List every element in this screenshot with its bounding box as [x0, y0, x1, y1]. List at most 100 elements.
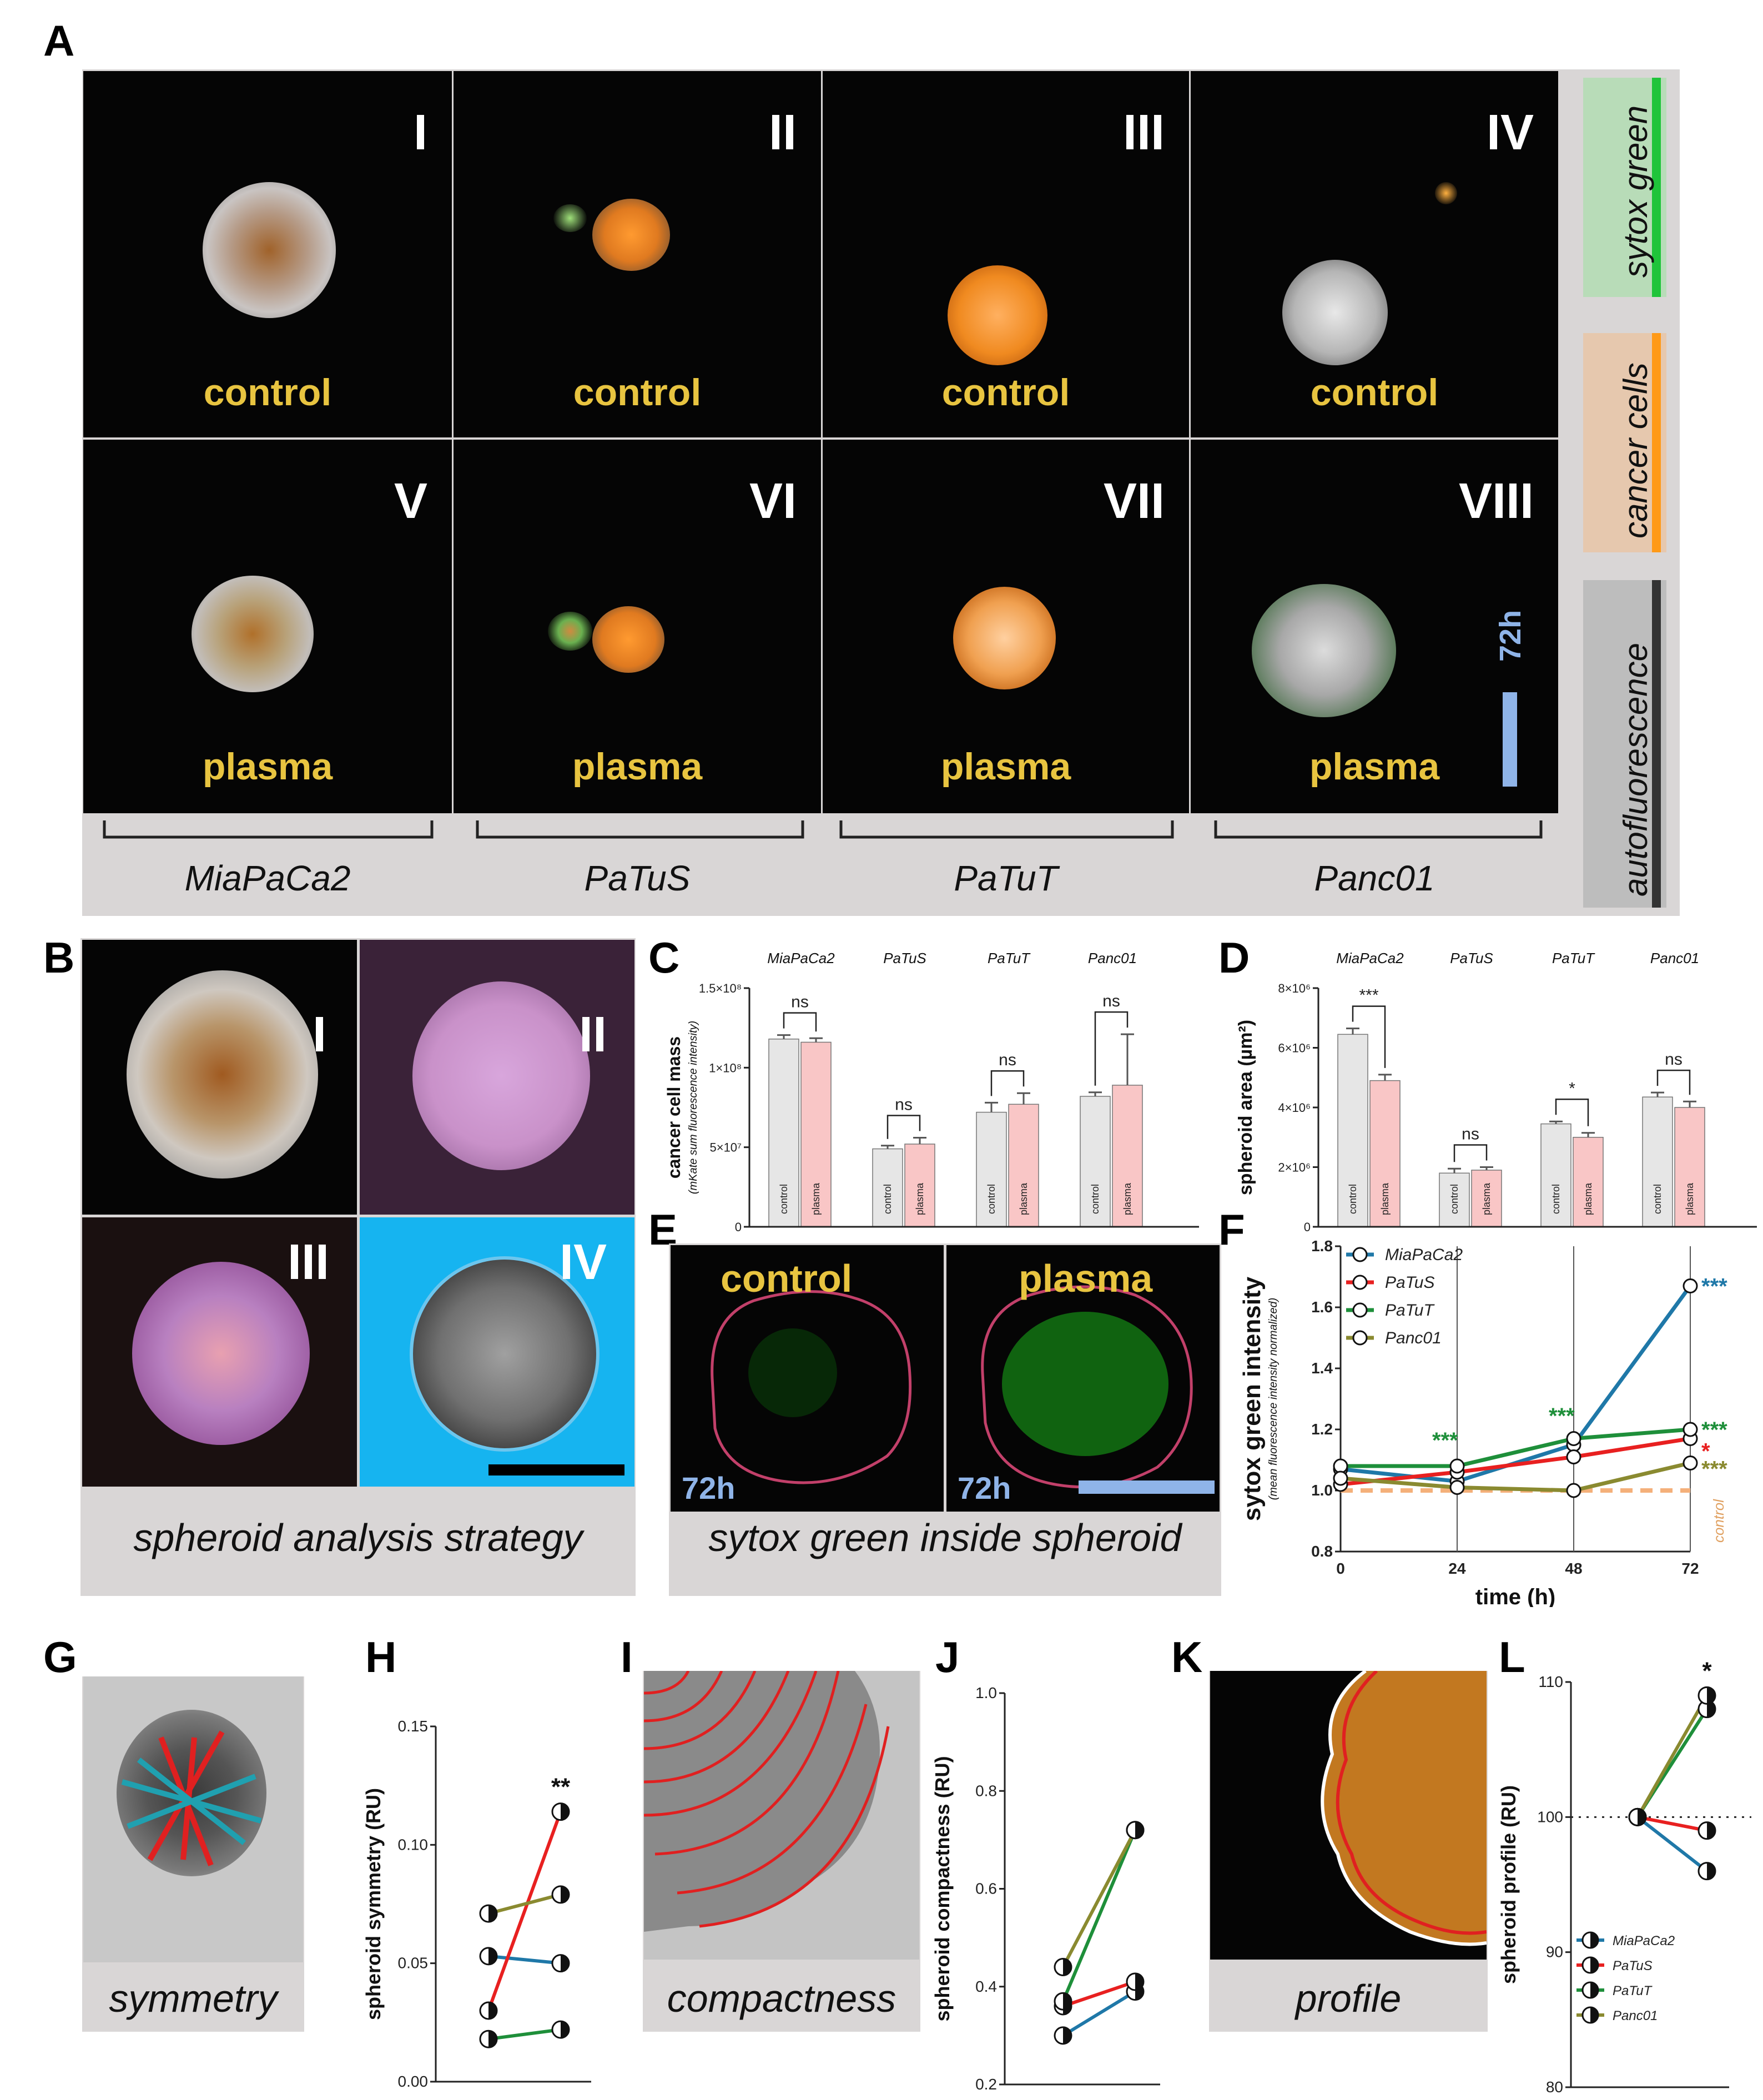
tile-roman-i: I [413, 105, 427, 160]
scale-bar [1503, 692, 1517, 787]
y-tick-label: 0 [735, 1220, 742, 1232]
legend-marker [1352, 1330, 1368, 1346]
group-label: MiaPaCa2 [1336, 950, 1404, 966]
data-point-half [1707, 1700, 1715, 1718]
data-point-half [561, 2021, 569, 2038]
tile-roman-viii: VIII [1458, 474, 1534, 529]
legend-marker-half [1590, 1982, 1598, 1998]
series-line-Panc01 [1340, 1461, 1691, 1493]
data-point [1333, 1458, 1348, 1474]
bar-inline-label: control [1550, 1184, 1561, 1214]
panel-label-f: F [1218, 1205, 1245, 1254]
significance-label: ns [1462, 1125, 1479, 1144]
time-label-72h: 72h [1494, 610, 1527, 662]
data-point-half [1063, 1993, 1071, 2010]
channel-label: cancer cells [1617, 362, 1654, 538]
group-label: PaTuT [988, 950, 1031, 966]
y-tick-label: 8×10⁶ [1278, 981, 1311, 995]
significance-bracket [1352, 1005, 1386, 1068]
data-point-half [1135, 1821, 1144, 1839]
cell-line-panc01: Panc01 [1314, 858, 1435, 898]
bar-control [1439, 1172, 1470, 1227]
y-axis-sublabel: (mean fluorescence intensity normalized) [1267, 1298, 1280, 1500]
e-tile-control: control 72h [671, 1245, 944, 1512]
data-point-half [1135, 1973, 1144, 1990]
y-tick-label: 0 [1304, 1220, 1311, 1232]
legend-label: MiaPaCa2 [1613, 1933, 1675, 1948]
legend-label: PaTuS [1613, 1958, 1653, 1973]
y-tick-label: 5×10⁷ [709, 1141, 742, 1155]
chart-j: 0.2 0.4 0.6 0.8 1.0 spheroid compactness (RU)… [933, 1684, 1160, 2090]
data-point [1683, 1278, 1698, 1293]
tile-roman-vii: VII [1103, 474, 1165, 529]
tile-roman-iii: III [1122, 105, 1165, 160]
panel-label-h: H [365, 1633, 397, 1681]
panel-k-caption: profile [1295, 1977, 1402, 2020]
group-label: PaTuT [1552, 950, 1595, 966]
significance-label: ns [999, 1051, 1016, 1069]
significance-marker: *** [1701, 1275, 1727, 1299]
significance-bracket [1453, 1144, 1488, 1162]
y-tick-label: 1.0 [975, 1684, 997, 1701]
y-tick-label: 0.00 [398, 2073, 429, 2087]
significance-marker: *** [1701, 1457, 1727, 1482]
panel-label-g: G [43, 1633, 77, 1681]
data-point [1333, 1470, 1348, 1486]
y-tick-label: 2×10⁶ [1278, 1161, 1311, 1175]
significance-marker: *** [1701, 1418, 1727, 1442]
pair-line-PaTuS [1062, 1980, 1136, 2008]
legend-marker-half [1590, 1957, 1598, 1973]
channel-label: sytox green [1617, 105, 1654, 278]
control-label: control [1710, 1499, 1727, 1543]
tile-roman-v: V [394, 474, 427, 529]
legend-label: PaTuT [1385, 1301, 1435, 1320]
tile-condition-label: plasma [572, 746, 703, 788]
pair-line-MiaPaCa2 [1062, 1990, 1136, 2037]
panel-i-caption: compactness [667, 1977, 896, 2020]
channel-legend: sytox green cancer cells autofluorescenc… [1572, 69, 1680, 916]
pair-line-MiaPaCa2 [488, 1954, 561, 1965]
channel-label: autofluorescence [1617, 643, 1654, 897]
data-point-half [488, 2002, 497, 2019]
tile-roman-iv: IV [1486, 105, 1534, 160]
y-tick-label: 1.6 [1311, 1298, 1333, 1316]
panel-label-c: C [648, 933, 680, 982]
tile-miapaca2-control: I control [83, 71, 452, 437]
i-image [644, 1671, 919, 1960]
chart-title: sytox green intensity [1238, 1276, 1266, 1521]
bar-control [976, 1111, 1007, 1227]
tile-roman-vi: VI [749, 474, 797, 529]
data-point-half [488, 1947, 497, 1965]
data-point-half [1707, 1822, 1715, 1839]
panel-label-j: J [935, 1633, 960, 1681]
significance-label: ns [1665, 1050, 1683, 1069]
panel-e-caption: sytox green inside spheroid [708, 1516, 1182, 1559]
y-tick-label: 90 [1546, 1943, 1563, 1961]
cell-line-patus: PaTuS [584, 858, 691, 898]
significance-label: ns [791, 993, 809, 1011]
panel-label-i: I [621, 1633, 633, 1681]
k-image [1210, 1671, 1487, 1960]
bar-inline-label: plasma [1684, 1182, 1695, 1215]
tile-patus-plasma: VI plasma [454, 440, 821, 813]
bar-inline-label: plasma [1379, 1182, 1391, 1215]
bar-plasma [800, 1041, 832, 1227]
panel-b-caption: spheroid analysis strategy [133, 1516, 583, 1559]
y-tick-label: 0.4 [975, 1978, 997, 1995]
bar-plasma [1573, 1137, 1604, 1227]
panel-label-d: D [1218, 933, 1250, 982]
y-axis-label: spheroid profile (RU) [1499, 1785, 1520, 1984]
significance-label: * [1702, 1660, 1712, 1684]
channel-cancer-cells: cancer cells [1583, 333, 1666, 552]
group-label: PaTuS [883, 950, 926, 966]
cell-line-miapaca2: MiaPaCa2 [184, 858, 351, 898]
tile-condition-label: control [1310, 371, 1439, 414]
e-tile-plasma: plasma 72h [946, 1245, 1220, 1512]
tile-panc01-control: IV control [1191, 71, 1558, 437]
channel-autofluorescence: autofluorescence [1583, 580, 1666, 908]
significance-label: ns [895, 1095, 913, 1114]
y-tick-label: 0.15 [398, 1718, 429, 1735]
group-label: PaTuS [1450, 950, 1493, 966]
x-tick-label: 48 [1565, 1560, 1582, 1577]
